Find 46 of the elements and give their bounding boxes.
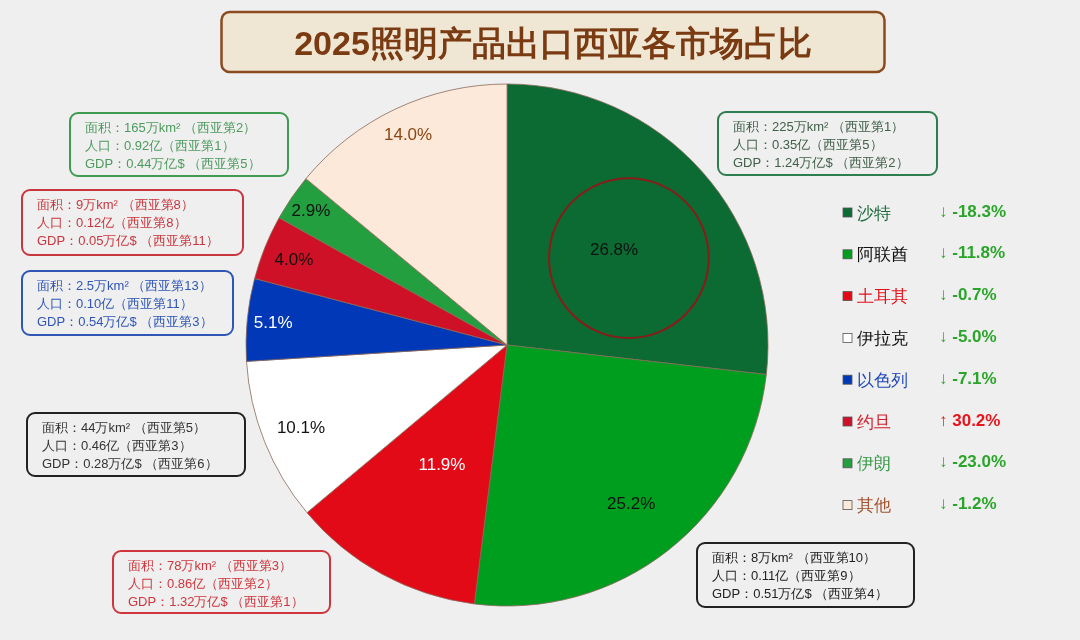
text: GDP：0.44万亿$ （西亚第5） [85, 155, 261, 171]
data-label: 26.8% [589, 239, 639, 259]
data-label: 14.0% [383, 125, 433, 145]
text: GDP：0.51万亿$ （西亚第4） [712, 585, 888, 601]
legend-label: 其他 [857, 496, 891, 516]
text: 面积：9万km² （西亚第8） [37, 196, 194, 212]
text: 人口：0.11亿（西亚第9） [712, 567, 861, 583]
data-label: 5.1% [253, 312, 293, 332]
text: 面积：225万km² （西亚第1） [733, 118, 905, 134]
data-label: 25.2% [607, 493, 656, 513]
text: ↑ 30.2% [939, 410, 1001, 430]
text: 人口：0.10亿（西亚第11） [37, 295, 193, 311]
chart-title: 2025照明产品出口西亚各市场占比 [294, 24, 812, 62]
text: ↓ -23.0% [939, 452, 1007, 472]
text: ↓ -11.8% [939, 243, 1006, 263]
text: 人口：0.12亿（西亚第8） [37, 214, 187, 230]
text: ↓ -7.1% [939, 368, 997, 388]
text: GDP：0.54万亿$ （西亚第3） [37, 313, 213, 329]
text: 人口：0.92亿（西亚第1） [85, 137, 235, 153]
text: 人口：0.35亿（西亚第5） [733, 136, 883, 152]
text: ↓ -0.7% [939, 285, 997, 305]
legend-label: 伊拉克 [857, 328, 908, 348]
text: 面积：2.5万km² （西亚第13） [37, 277, 212, 293]
text: 面积：165万km² （西亚第2） [85, 119, 257, 135]
text: 面积：78万km² （西亚第3） [128, 557, 292, 573]
legend-label: 以色列 [857, 370, 908, 390]
text: GDP：1.24万亿$ （西亚第2） [733, 154, 909, 170]
legend-label: 阿联酋 [857, 245, 908, 265]
text: 人口：0.46亿（西亚第3） [42, 437, 192, 453]
legend-label: 土耳其 [857, 287, 908, 307]
text: ↓ -1.2% [939, 494, 997, 514]
data-label: 10.1% [276, 417, 326, 437]
text: GDP：0.05万亿$ （西亚第11） [37, 232, 219, 248]
text: ↓ -18.3% [939, 201, 1007, 221]
legend-label: 沙特 [857, 203, 891, 223]
data-label: 11.9% [418, 454, 466, 474]
text: GDP：1.32万亿$ （西亚第1） [128, 593, 304, 609]
text: 面积：44万km² （西亚第5） [42, 419, 206, 435]
text: ↓ -5.0% [939, 326, 997, 346]
legend-label: 约旦 [857, 412, 891, 432]
text: 面积：8万km² （西亚第10） [712, 549, 876, 565]
data-label: 2.9% [291, 201, 331, 221]
data-label: 4.0% [274, 249, 314, 269]
legend-label: 伊朗 [857, 454, 891, 474]
text: 人口：0.86亿（西亚第2） [128, 575, 278, 591]
text: GDP：0.28万亿$ （西亚第6） [42, 455, 218, 471]
